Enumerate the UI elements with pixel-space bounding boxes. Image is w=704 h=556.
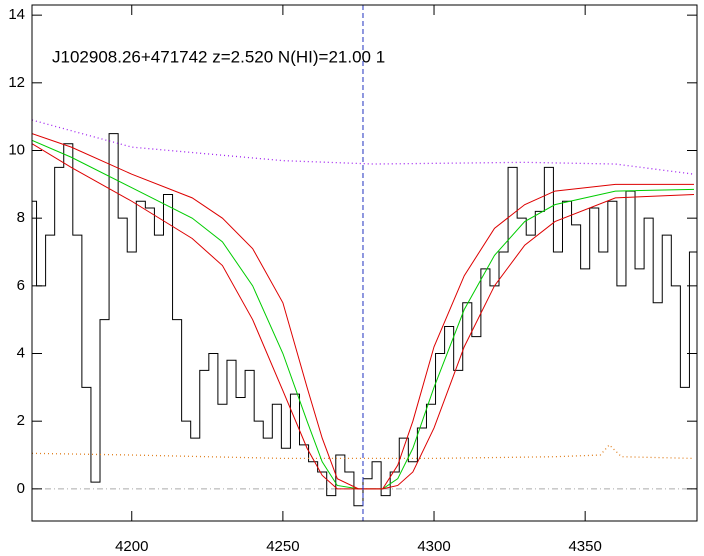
y-tick-label: 0 [17, 480, 25, 497]
series-line [32, 143, 694, 490]
plot-area [32, 5, 697, 521]
x-tick-label: 4250 [266, 538, 299, 555]
y-tick-label: 10 [8, 141, 25, 158]
y-tick-label: 8 [17, 209, 25, 226]
y-tick-label: 2 [17, 412, 25, 429]
plot-frame [31, 4, 698, 522]
series-line [32, 133, 697, 507]
x-tick-label: 4300 [417, 538, 450, 555]
chart-title: J102908.26+471742 z=2.520 N(HI)=21.00 1 [52, 47, 385, 66]
y-tick-label: 6 [17, 277, 25, 294]
y-tick-label: 14 [8, 6, 25, 23]
y-tick-label: 4 [17, 344, 25, 361]
y-tick-label: 12 [8, 74, 25, 91]
x-tick-label: 4350 [568, 538, 601, 555]
x-tick-label: 4200 [115, 538, 148, 555]
